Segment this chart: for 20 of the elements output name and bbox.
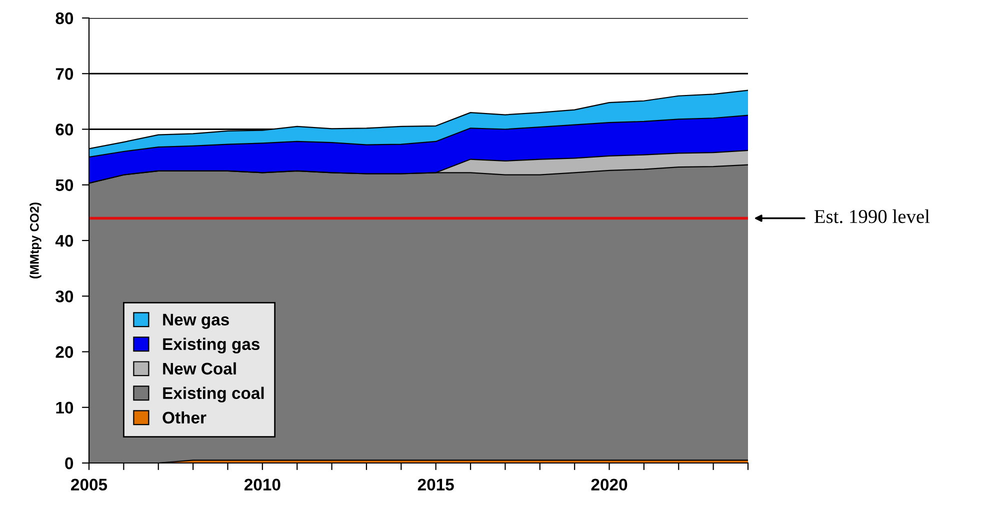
- x-tick-label: 2010: [244, 478, 280, 491]
- x-tick-label: 2015: [418, 478, 454, 491]
- legend-label: Existing coal: [163, 386, 264, 402]
- y-tick-label: 0: [65, 457, 74, 470]
- x-tick-label: 2020: [591, 478, 628, 491]
- y-tick-label: 80: [56, 12, 74, 24]
- legend-label: Other: [162, 411, 206, 424]
- legend-label: Existing gas: [163, 338, 260, 354]
- y-tick-label: 40: [55, 234, 74, 247]
- y-axis-title: (MMtpy CO2): [30, 202, 42, 278]
- legend-label: New gas: [163, 314, 229, 329]
- y-tick-label: 50: [56, 179, 74, 192]
- y-tick-label: 70: [56, 68, 74, 80]
- ref-line-label: Est. 1990 level: [814, 209, 930, 224]
- y-tick-label: 20: [56, 346, 74, 358]
- x-tick-label: 2005: [71, 478, 108, 491]
- y-tick-label: 30: [56, 290, 74, 302]
- y-tick-label: 60: [56, 124, 74, 136]
- legend-label: New Coal: [163, 362, 236, 375]
- y-tick-label: 10: [56, 402, 74, 414]
